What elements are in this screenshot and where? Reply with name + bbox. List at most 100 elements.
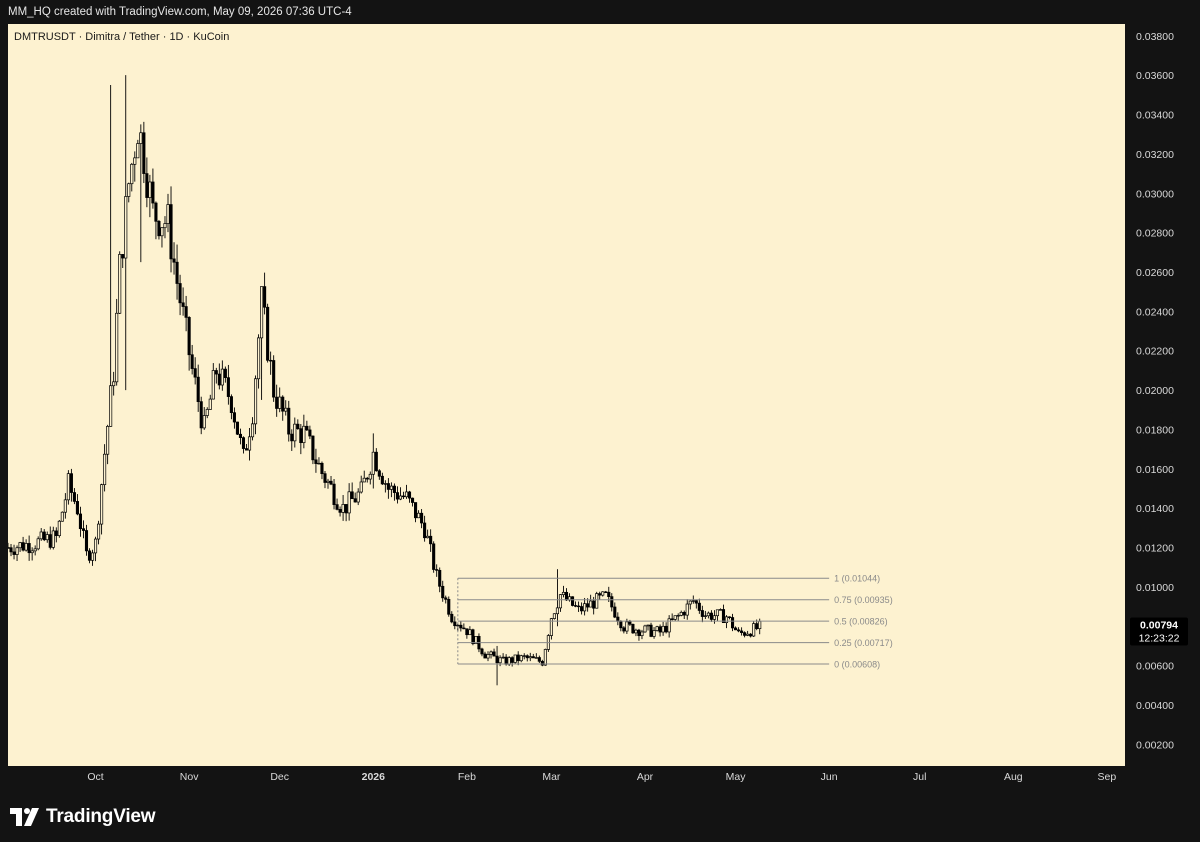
- candle: [489, 650, 493, 659]
- candle: [133, 151, 137, 182]
- y-tick-label: 0.00200: [1136, 739, 1174, 751]
- candle: [531, 653, 535, 659]
- candle: [459, 621, 463, 632]
- fib-level-label: 0.25 (0.00717): [834, 638, 893, 648]
- y-tick-label: 0.03200: [1136, 149, 1174, 161]
- candle: [281, 395, 285, 421]
- candle: [36, 536, 40, 551]
- candle: [136, 139, 140, 159]
- candle: [18, 541, 22, 552]
- chart-title: DMTRUSDT · Dimitra / Tether · 1D · KuCoi…: [14, 31, 229, 43]
- candle: [238, 428, 243, 445]
- candle: [257, 334, 261, 389]
- plot-background: [8, 24, 1125, 766]
- candle: [601, 591, 605, 597]
- candle: [552, 613, 556, 620]
- candle: [743, 631, 747, 638]
- candle: [308, 425, 312, 440]
- candle: [423, 515, 427, 542]
- candle: [389, 482, 393, 498]
- candle: [45, 531, 49, 543]
- candle: [682, 610, 686, 619]
- candle: [516, 651, 520, 666]
- y-tick-label: 0.02200: [1136, 346, 1174, 358]
- candle: [293, 417, 297, 448]
- candle: [667, 615, 671, 638]
- y-tick-label: 0.01600: [1136, 464, 1174, 476]
- candle: [329, 475, 333, 486]
- candle: [223, 366, 227, 383]
- candle: [383, 480, 387, 493]
- candle: [492, 648, 496, 657]
- candle: [81, 520, 86, 539]
- candle: [97, 520, 101, 545]
- candle: [139, 124, 143, 263]
- candle: [305, 420, 309, 432]
- candle: [235, 421, 239, 436]
- candle: [622, 626, 626, 634]
- candle: [154, 201, 158, 240]
- candle: [302, 414, 306, 449]
- tradingview-logo[interactable]: TradingView: [10, 804, 156, 830]
- fib-level-label: 0.75 (0.00935): [834, 595, 893, 605]
- candle: [483, 651, 487, 659]
- candle: [335, 498, 339, 511]
- candle: [269, 351, 273, 375]
- candle: [148, 174, 152, 218]
- x-tick-label: Apr: [637, 771, 654, 783]
- candle: [278, 387, 282, 413]
- candle: [371, 433, 375, 489]
- x-tick-label: Oct: [87, 771, 103, 783]
- candle: [410, 497, 415, 507]
- candle: [323, 471, 327, 489]
- candle: [737, 627, 741, 633]
- x-axis[interactable]: Oct Nov Dec 2026 Feb Mar Apr May Jun Jul Aug Sep: [87, 771, 1116, 783]
- candle: [649, 622, 653, 638]
- candle: [211, 363, 215, 400]
- y-tick-label: 0.03600: [1136, 70, 1174, 82]
- candle: [196, 364, 200, 412]
- candle: [480, 647, 484, 657]
- price-chart[interactable]: 0.002000.004000.006000.008000.010000.012…: [8, 24, 1192, 790]
- candle: [673, 615, 677, 622]
- candle: [540, 659, 544, 667]
- candle: [676, 613, 680, 621]
- candle: [341, 495, 345, 521]
- candle: [75, 494, 79, 516]
- candle: [417, 510, 421, 519]
- candle: [501, 653, 505, 659]
- candle: [631, 623, 635, 634]
- last-price-value: 0.00794: [1140, 619, 1178, 631]
- candle: [51, 526, 55, 550]
- candle: [54, 527, 58, 543]
- candle: [169, 186, 173, 273]
- candle: [746, 630, 750, 637]
- attribution-bar: MM_HQ created with TradingView.com, May …: [0, 0, 1200, 24]
- candle: [398, 487, 403, 501]
- fib-level-label: 0.5 (0.00826): [834, 617, 888, 627]
- candle: [90, 549, 95, 566]
- candle: [407, 490, 412, 503]
- fib-retracement[interactable]: 1 (0.01044) 0.75 (0.00935) 0.5 (0.00826) 0.…: [457, 574, 893, 670]
- y-tick-label: 0.03800: [1136, 31, 1174, 43]
- candle: [106, 424, 110, 465]
- candle: [9, 544, 13, 557]
- candle: [643, 624, 647, 633]
- chart-area[interactable]: 0.002000.004000.006000.008000.010000.012…: [8, 24, 1192, 790]
- candle: [718, 608, 723, 611]
- candle: [577, 601, 581, 612]
- candle: [640, 629, 644, 640]
- x-tick-label: Mar: [542, 771, 561, 783]
- candle: [30, 547, 34, 561]
- candle: [229, 394, 233, 420]
- y-tick-label: 0.01800: [1136, 424, 1174, 436]
- candle: [426, 529, 430, 539]
- candle: [740, 627, 744, 636]
- candle: [604, 590, 608, 594]
- candle: [226, 364, 230, 405]
- candle: [414, 502, 418, 523]
- candle: [250, 417, 255, 441]
- candle: [317, 457, 321, 465]
- candle: [193, 357, 197, 385]
- candle: [441, 580, 445, 602]
